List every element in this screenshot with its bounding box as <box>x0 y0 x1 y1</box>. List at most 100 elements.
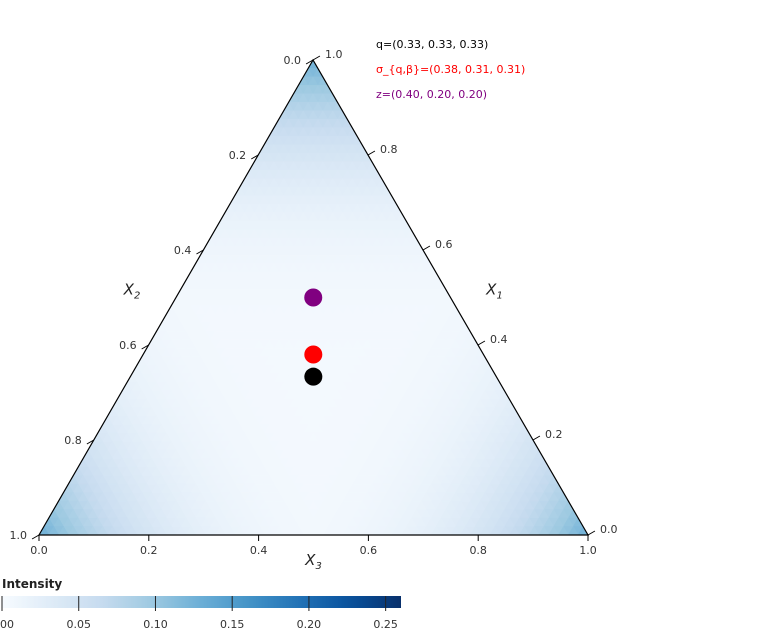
heat-cell <box>391 525 403 535</box>
point-sigma <box>304 345 323 364</box>
axis-titles: X2 X1 X3 <box>123 281 503 573</box>
heat-cell <box>254 525 266 535</box>
heat-cell <box>244 525 256 535</box>
colorbar-gradient <box>2 596 401 608</box>
x2-tick <box>31 534 40 540</box>
x2-tick-label: 0.4 <box>174 244 192 257</box>
x3-tick-label: 0.4 <box>250 544 268 557</box>
heat-cell <box>116 525 128 535</box>
x1-tick-label: 1.0 <box>325 48 343 61</box>
x3-tick-label: 0.0 <box>30 544 48 557</box>
x1-axis-title: X1 <box>485 281 503 302</box>
colorbar: Intensity 00 0.05 0.10 0.15 0.20 0.25 <box>0 577 401 631</box>
heat-cell <box>528 525 540 535</box>
colorbar-tick-label: 0.15 <box>220 618 245 631</box>
heat-cell <box>107 525 118 535</box>
x2-tick <box>141 344 149 350</box>
marked-points <box>304 288 323 386</box>
heat-cell <box>430 525 442 535</box>
x1-tick <box>587 530 596 536</box>
heat-cell <box>97 525 109 535</box>
colorbar-tick-label: 0.10 <box>143 618 168 631</box>
heat-cell <box>538 525 550 535</box>
heat-cell <box>450 525 462 535</box>
heat-cell <box>273 525 285 535</box>
heat-cell <box>371 525 383 535</box>
x1-tick-label: 0.0 <box>600 523 618 536</box>
heat-cell <box>263 525 275 535</box>
x1-tick <box>477 340 486 346</box>
heat-cell <box>205 525 216 535</box>
x2-tick <box>251 154 259 160</box>
heat-cell <box>87 525 99 535</box>
heat-cell <box>548 525 560 535</box>
x2-tick <box>86 439 95 445</box>
x1-tick <box>367 150 376 156</box>
annotation-q: q=(0.33, 0.33, 0.33) <box>376 38 488 51</box>
heat-cell <box>307 60 319 69</box>
colorbar-tick-label: 0.25 <box>373 618 398 631</box>
heat-cell <box>214 525 226 535</box>
heat-cell <box>48 525 60 535</box>
heat-cell <box>567 525 579 535</box>
heat-cell <box>499 525 511 535</box>
heat-cell <box>509 525 520 535</box>
heat-cell <box>136 525 148 535</box>
heat-cell <box>67 525 79 535</box>
x2-tick <box>305 59 314 65</box>
x2-tick-label: 0.8 <box>64 434 82 447</box>
axis-ticks: 0.00.20.40.60.81.0 0.00.20.40.60.81.00.0 0… <box>10 48 618 557</box>
x2-tick-label: 0.2 <box>229 149 247 162</box>
heat-cell <box>234 525 246 535</box>
x2-axis-title: X2 <box>123 281 141 302</box>
x3-axis-title: X3 <box>304 551 322 572</box>
x1-tick <box>422 245 431 251</box>
heat-cell <box>469 525 481 535</box>
heat-cell <box>411 525 422 535</box>
colorbar-title: Intensity <box>2 577 62 591</box>
x3-tick-label: 0.2 <box>140 544 158 557</box>
x1-tick-label: 0.6 <box>435 238 453 251</box>
density-heatmap <box>39 60 588 535</box>
point-z <box>304 288 323 307</box>
x1-tick-label: 0.4 <box>490 333 508 346</box>
x3-tick-label: 1.0 <box>579 544 597 557</box>
point-annotations: q=(0.33, 0.33, 0.33) σ_{q,β}=(0.38, 0.31,… <box>376 38 525 101</box>
x2-tick-label: 0.6 <box>119 339 137 352</box>
heat-cell <box>312 525 324 535</box>
x1-tick <box>312 55 321 61</box>
heat-cell <box>293 525 305 535</box>
heat-cell <box>362 525 373 535</box>
point-q <box>304 367 323 386</box>
annotation-z: z=(0.40, 0.20, 0.20) <box>376 88 487 101</box>
x2-tick-label: 0.0 <box>284 54 302 67</box>
heat-cell <box>185 525 197 535</box>
heat-cell <box>224 525 236 535</box>
heat-cell <box>322 525 334 535</box>
heat-cell <box>283 525 295 535</box>
x3-tick-label: 0.6 <box>360 544 378 557</box>
heat-cell <box>440 525 452 535</box>
heat-cell <box>175 525 187 535</box>
heat-cell <box>77 525 89 535</box>
x3-tick-label: 0.8 <box>469 544 487 557</box>
heat-cell <box>126 525 138 535</box>
heat-cell <box>342 525 354 535</box>
heat-cell <box>146 525 158 535</box>
heat-cell <box>332 525 344 535</box>
ternary-triangle <box>37 58 590 536</box>
heat-cell <box>558 525 569 535</box>
heat-cell <box>401 525 413 535</box>
x1-tick <box>532 435 541 441</box>
x2-tick-label: 1.0 <box>10 529 28 542</box>
heat-cell <box>156 525 167 535</box>
heat-cell <box>460 525 471 535</box>
heat-cell <box>518 525 530 535</box>
heat-cell <box>195 525 207 535</box>
heat-cell <box>479 525 491 535</box>
heat-cell <box>489 525 501 535</box>
x1-tick-label: 0.2 <box>545 428 563 441</box>
heat-cell <box>352 525 364 535</box>
annotation-sigma: σ_{q,β}=(0.38, 0.31, 0.31) <box>376 63 525 76</box>
